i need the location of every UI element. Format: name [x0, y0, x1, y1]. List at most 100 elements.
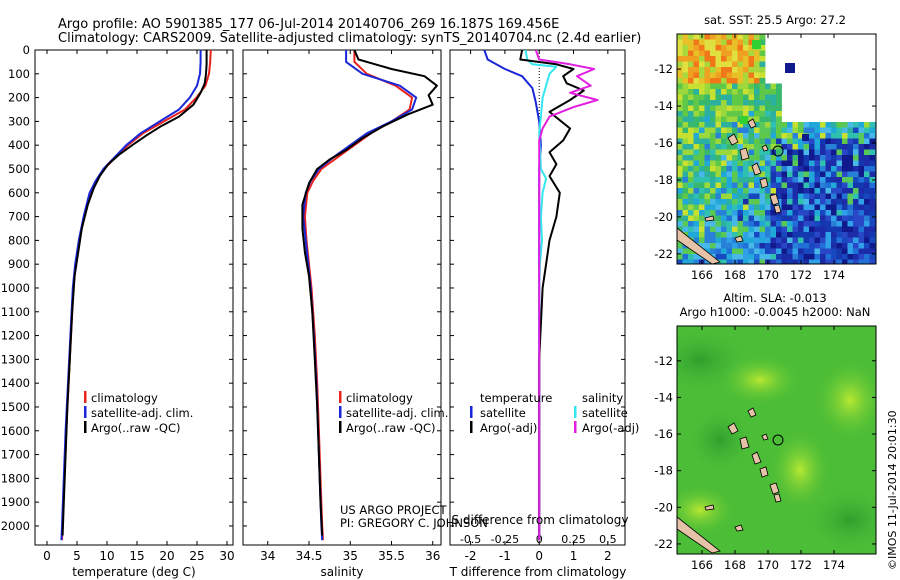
- sst-pixel: [787, 226, 793, 233]
- sst-pixel: [836, 122, 843, 128]
- sst-pixel: [693, 138, 700, 145]
- sst-pixel: [776, 89, 782, 95]
- sst-pixel: [693, 149, 700, 156]
- sst-pixel: [792, 215, 799, 222]
- sst-pixel: [710, 39, 716, 46]
- sst-pixel: [726, 210, 733, 216]
- sst-pixel: [759, 193, 766, 200]
- sst-pixel: [836, 149, 843, 156]
- sst-pixel: [869, 133, 876, 139]
- sst-pixel: [781, 138, 788, 145]
- sst-pixel: [721, 248, 727, 255]
- sst-pixel: [754, 34, 760, 40]
- sst-pixel: [699, 182, 705, 189]
- sst-pixel: [710, 149, 716, 156]
- sst-pixel: [853, 177, 859, 183]
- sst-pixel: [740, 116, 748, 124]
- sst-pixel: [682, 210, 689, 216]
- sst-pixel: [864, 160, 870, 167]
- sst-pixel: [792, 144, 799, 150]
- sst-pixel: [704, 127, 711, 134]
- sst-pixel: [803, 204, 810, 211]
- sst-pixel: [814, 182, 821, 189]
- sst-pixel: [715, 111, 722, 117]
- sst-pixel: [825, 232, 832, 238]
- sst-pixel: [831, 171, 837, 178]
- sst-pixel: [699, 89, 705, 95]
- sst-pixel: [726, 45, 733, 51]
- sst-pixel: [847, 204, 854, 211]
- sst-pixel: [825, 138, 832, 145]
- sst-pixel: [748, 83, 755, 90]
- sst-pixel: [688, 116, 694, 123]
- sst-pixel: [732, 149, 738, 156]
- sst-pixel: [726, 254, 733, 260]
- sst-pixel: [721, 83, 727, 90]
- sst-pixel: [726, 259, 733, 264]
- sst-pixel: [825, 199, 832, 205]
- sst-pixel: [814, 122, 821, 128]
- sst-pixel: [803, 177, 810, 183]
- sst-pixel: [677, 226, 683, 233]
- sst-pixel: [853, 155, 859, 161]
- sst-pixel: [798, 149, 804, 156]
- sst-pixel: [858, 243, 865, 249]
- sst-pixel: [710, 100, 716, 106]
- sla-blob: [815, 360, 876, 440]
- island-shape: [747, 118, 757, 129]
- sst-pixel: [836, 171, 843, 178]
- sst-pixel: [831, 133, 837, 139]
- sst-pixel: [858, 160, 865, 167]
- sst-pixel: [677, 116, 683, 123]
- sst-pixel: [798, 237, 804, 244]
- sst-pixel: [704, 56, 711, 62]
- sst-pixel: [748, 61, 755, 68]
- sst-pixel: [776, 83, 782, 90]
- sst-pixel: [869, 166, 876, 172]
- sst-pixel: [759, 149, 766, 156]
- sst-pixel: [792, 237, 799, 244]
- sst-pixel: [787, 166, 793, 172]
- sst-pixel: [820, 248, 826, 255]
- sst-pixel: [710, 199, 716, 205]
- sst-pixel: [721, 259, 727, 264]
- sst-pixel: [869, 171, 876, 178]
- sst-pixel: [787, 237, 793, 244]
- sst-pixel: [847, 127, 854, 134]
- sst-pixel: [803, 210, 810, 216]
- sst-pixel: [682, 171, 689, 178]
- sst-pixel: [726, 204, 733, 211]
- sst-pixel: [743, 50, 749, 57]
- sst-pixel: [809, 243, 815, 249]
- sst-pixel: [732, 50, 738, 57]
- sst-pixel: [814, 237, 821, 244]
- sst-pixel: [699, 177, 705, 183]
- sst-pixel: [853, 210, 859, 216]
- sst-pixel: [754, 199, 760, 205]
- sst-pixel: [820, 182, 826, 189]
- sst-pixel: [726, 188, 733, 194]
- sst-pixel: [792, 221, 799, 227]
- sst-pixel: [748, 127, 755, 134]
- sst-pixel: [858, 237, 865, 244]
- sst-pixel: [710, 210, 716, 216]
- sst-pixel: [682, 34, 689, 40]
- legend-swatch-t-satellite: [470, 406, 473, 418]
- sst-pixel: [792, 259, 799, 264]
- sst-pixel: [864, 193, 870, 200]
- y-tick-label: 1600: [1, 424, 30, 438]
- island-shape: [751, 162, 762, 176]
- sst-pixel: [677, 61, 683, 68]
- sst-pixel: [754, 155, 760, 161]
- sst-pixel: [704, 166, 711, 172]
- sst-pixel: [792, 133, 799, 139]
- y-tick-label: 1700: [1, 448, 30, 462]
- sst-pixel: [715, 221, 722, 227]
- sst-pixel: [809, 248, 815, 255]
- sst-pixel: [743, 111, 749, 117]
- map-y-tick-label: -22: [654, 537, 673, 551]
- sst-pixel: [699, 133, 705, 139]
- sst-pixel: [803, 138, 810, 145]
- sst-pixel: [743, 133, 749, 139]
- sst-pixel: [803, 243, 810, 249]
